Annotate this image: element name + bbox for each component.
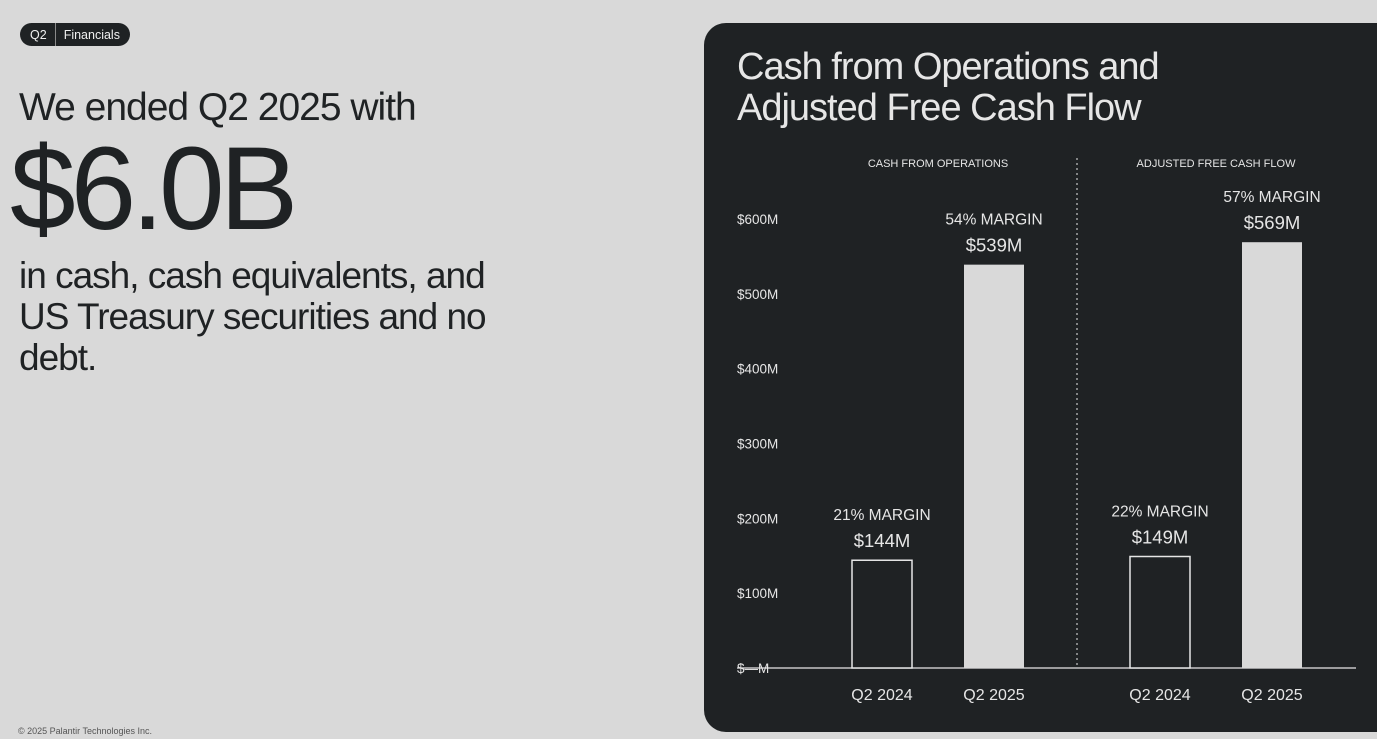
data-label: $539M bbox=[966, 235, 1023, 256]
data-label: $144M bbox=[854, 530, 911, 551]
data-label: $569M bbox=[1244, 212, 1301, 233]
badge-quarter: Q2 bbox=[30, 27, 47, 42]
description-text: in cash, cash equivalents, and US Treasu… bbox=[19, 255, 487, 378]
y-tick-label: $100M bbox=[737, 586, 778, 601]
bar bbox=[851, 559, 913, 669]
y-tick-label: $300M bbox=[737, 437, 778, 452]
y-tick-label: $500M bbox=[737, 287, 778, 302]
margin-label: 57% MARGIN bbox=[1223, 189, 1320, 206]
badge-section: Financials bbox=[63, 27, 120, 42]
x-tick-label: Q2 2025 bbox=[963, 687, 1024, 704]
bar bbox=[1129, 555, 1191, 669]
lead-text: We ended Q2 2025 with bbox=[19, 86, 417, 129]
y-tick-label: $200M bbox=[737, 511, 778, 526]
margin-label: 22% MARGIN bbox=[1111, 503, 1208, 520]
chart-title: Cash from Operations and Adjusted Free C… bbox=[737, 46, 1160, 129]
x-tick-label: Q2 2025 bbox=[1241, 687, 1302, 704]
margin-label: 54% MARGIN bbox=[945, 212, 1042, 229]
copyright-footer: © 2025 Palantir Technologies Inc. bbox=[18, 726, 153, 736]
y-tick-label: $600M bbox=[737, 212, 778, 227]
group-label: ADJUSTED FREE CASH FLOW bbox=[1137, 158, 1297, 170]
bar bbox=[964, 264, 1024, 668]
margin-label: 21% MARGIN bbox=[833, 507, 930, 524]
x-tick-label: Q2 2024 bbox=[1129, 687, 1190, 704]
group-label: CASH FROM OPERATIONS bbox=[868, 158, 1008, 170]
headline-value: $6.0B bbox=[10, 123, 298, 255]
x-tick-label: Q2 2024 bbox=[851, 687, 912, 704]
y-tick-label: $400M bbox=[737, 362, 778, 377]
badge-divider bbox=[54, 23, 56, 46]
section-badge: Q2 Financials bbox=[20, 23, 130, 46]
bar bbox=[1242, 242, 1302, 668]
data-label: $149M bbox=[1132, 526, 1189, 547]
